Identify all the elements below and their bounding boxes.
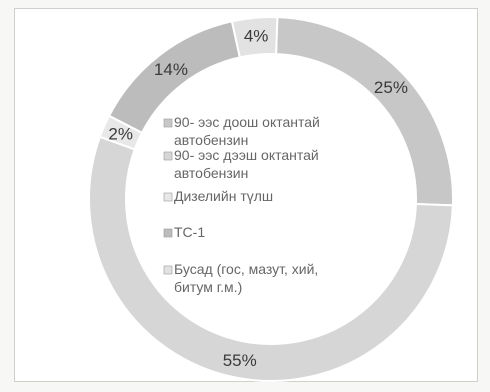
- slice-label-5: 4%: [244, 27, 269, 46]
- legend-swatch-2: [163, 151, 173, 161]
- legend-label-4: ТС-1: [174, 224, 205, 240]
- legend-label-5: Бусад (гос, мазут, хий,: [174, 261, 318, 277]
- donut-slice-1: [275, 16, 454, 207]
- legend-swatch-3: [163, 192, 173, 202]
- legend-label-2: автобензин: [174, 165, 248, 181]
- legend-swatch-1: [163, 118, 173, 128]
- slice-label-2: 55%: [223, 351, 257, 370]
- slice-label-4: 14%: [154, 60, 188, 79]
- slice-label-3: 2%: [108, 124, 133, 143]
- legend-label-2: 90- ээс дээш октантай: [174, 147, 319, 163]
- donut-slice-2: [88, 135, 454, 382]
- donut-slice-5: [230, 16, 279, 59]
- legend-label-1: 90- ээс доош октантай: [174, 114, 320, 130]
- slice-label-1: 25%: [374, 78, 408, 97]
- legend-swatch-4: [163, 228, 173, 238]
- legend-label-5: битум г.м.): [174, 279, 242, 295]
- legend-label-3: Дизелийн түлш: [174, 188, 273, 204]
- legend-label-1: автобензин: [174, 132, 248, 148]
- legend-swatch-5: [163, 265, 173, 275]
